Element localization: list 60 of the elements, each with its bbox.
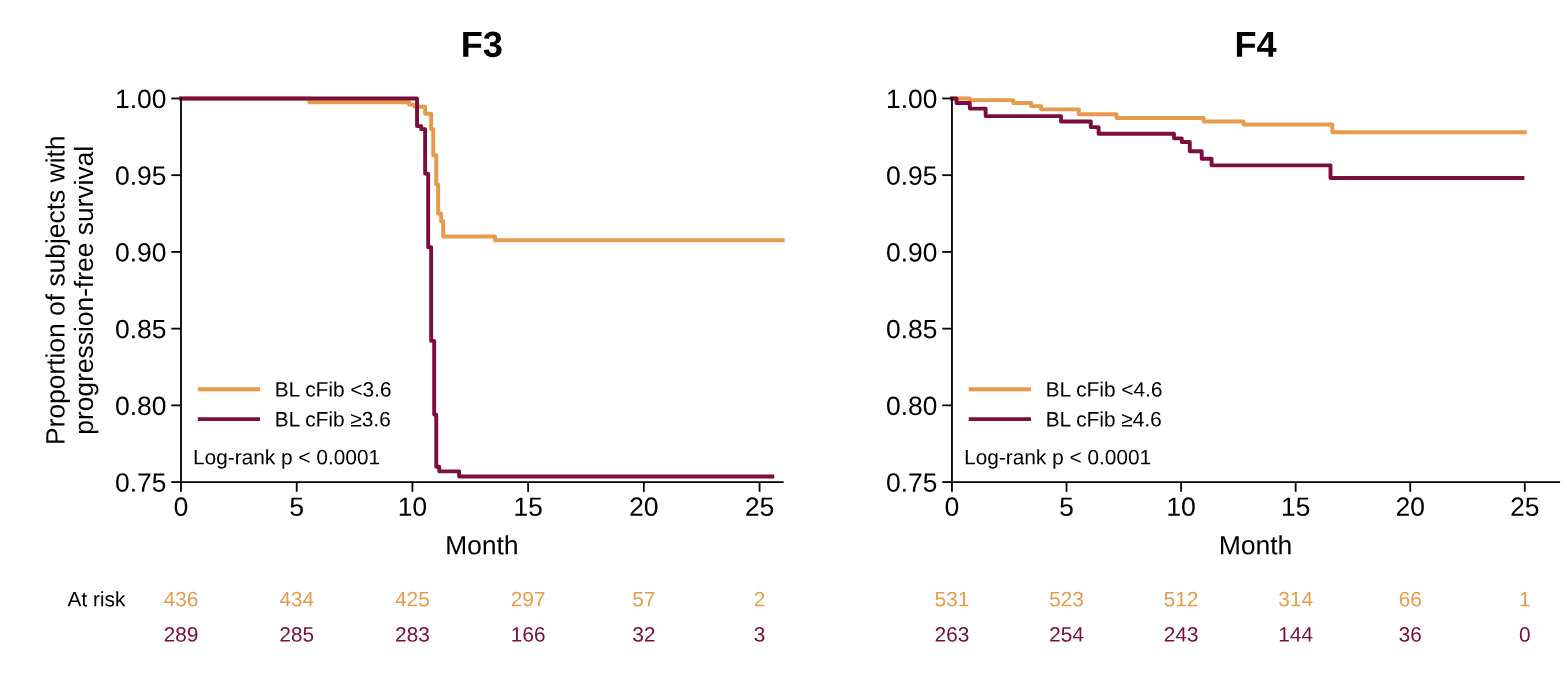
- chart-title: F3: [463, 31, 502, 58]
- text: At risk: [67, 591, 126, 607]
- text: 3: [754, 627, 765, 642]
- y-tick-label: 0.80: [887, 396, 937, 416]
- legend-label: BL cFib ≥3.6: [276, 411, 390, 427]
- x-tick-label: 20: [630, 497, 658, 517]
- chart-title: F4: [1236, 31, 1277, 57]
- x-tick-label: 5: [290, 497, 303, 517]
- x-axis-title: Month: [447, 535, 517, 555]
- text: 2: [754, 591, 765, 607]
- x-tick-label: 0: [174, 497, 188, 517]
- y-tick-label: 0.80: [116, 396, 166, 416]
- text: 434: [279, 591, 314, 607]
- y-tick-label: 0.75: [887, 473, 937, 492]
- text: 297: [511, 591, 545, 607]
- text: 144: [1279, 627, 1313, 642]
- text: 0: [1519, 627, 1530, 642]
- annotation: Log-rank p < 0.0001: [965, 449, 1151, 469]
- x-axis-title: Month: [1221, 535, 1291, 555]
- y-tick-label: 0.85: [887, 319, 937, 339]
- text: 57: [633, 591, 655, 607]
- text: 166: [512, 627, 545, 642]
- text: 283: [396, 627, 429, 642]
- legend-label: BL cFib <4.6: [1047, 381, 1162, 397]
- text: 425: [395, 591, 429, 607]
- y-tick-label: 0.90: [887, 243, 937, 262]
- text: 531: [935, 591, 969, 607]
- x-tick-label: 15: [515, 497, 542, 517]
- text: 285: [280, 627, 314, 642]
- x-tick-label: 10: [1168, 497, 1195, 517]
- y-tick-label: 1.00: [117, 89, 166, 109]
- text: 263: [935, 627, 969, 642]
- y-tick-label: 0.85: [116, 319, 166, 339]
- legend-label: BL cFib <3.6: [276, 381, 391, 397]
- x-tick-label: 10: [399, 497, 427, 517]
- x-tick-label: 5: [1060, 497, 1073, 517]
- y-axis-title: Proportion of subjects with progression-free survival: [45, 137, 99, 443]
- text: 32: [633, 627, 655, 642]
- legend-label: BL cFib ≥4.6: [1047, 411, 1161, 427]
- text: 512: [1164, 591, 1198, 607]
- text: 523: [1049, 591, 1083, 607]
- x-tick-label: 25: [746, 497, 774, 517]
- text: 436: [164, 591, 198, 607]
- text: 66: [1399, 591, 1421, 607]
- y-tick-label: 0.90: [116, 243, 166, 262]
- y-tick-label: 1.00: [888, 89, 937, 109]
- y-tick-label: 0.75: [116, 473, 166, 492]
- annotation: Log-rank p < 0.0001: [194, 449, 380, 469]
- text: 1: [1520, 591, 1530, 607]
- text: 254: [1050, 627, 1084, 642]
- text: 289: [164, 627, 198, 642]
- text: 314: [1279, 591, 1313, 607]
- x-tick-label: 20: [1396, 497, 1424, 517]
- y-tick-label: 0.95: [887, 166, 937, 185]
- x-tick-label: 25: [1511, 497, 1539, 517]
- x-tick-label: 15: [1283, 497, 1310, 517]
- y-tick-label: 0.95: [116, 166, 166, 185]
- text: 36: [1399, 627, 1421, 642]
- text: 243: [1164, 627, 1198, 642]
- x-tick-label: 0: [945, 497, 959, 517]
